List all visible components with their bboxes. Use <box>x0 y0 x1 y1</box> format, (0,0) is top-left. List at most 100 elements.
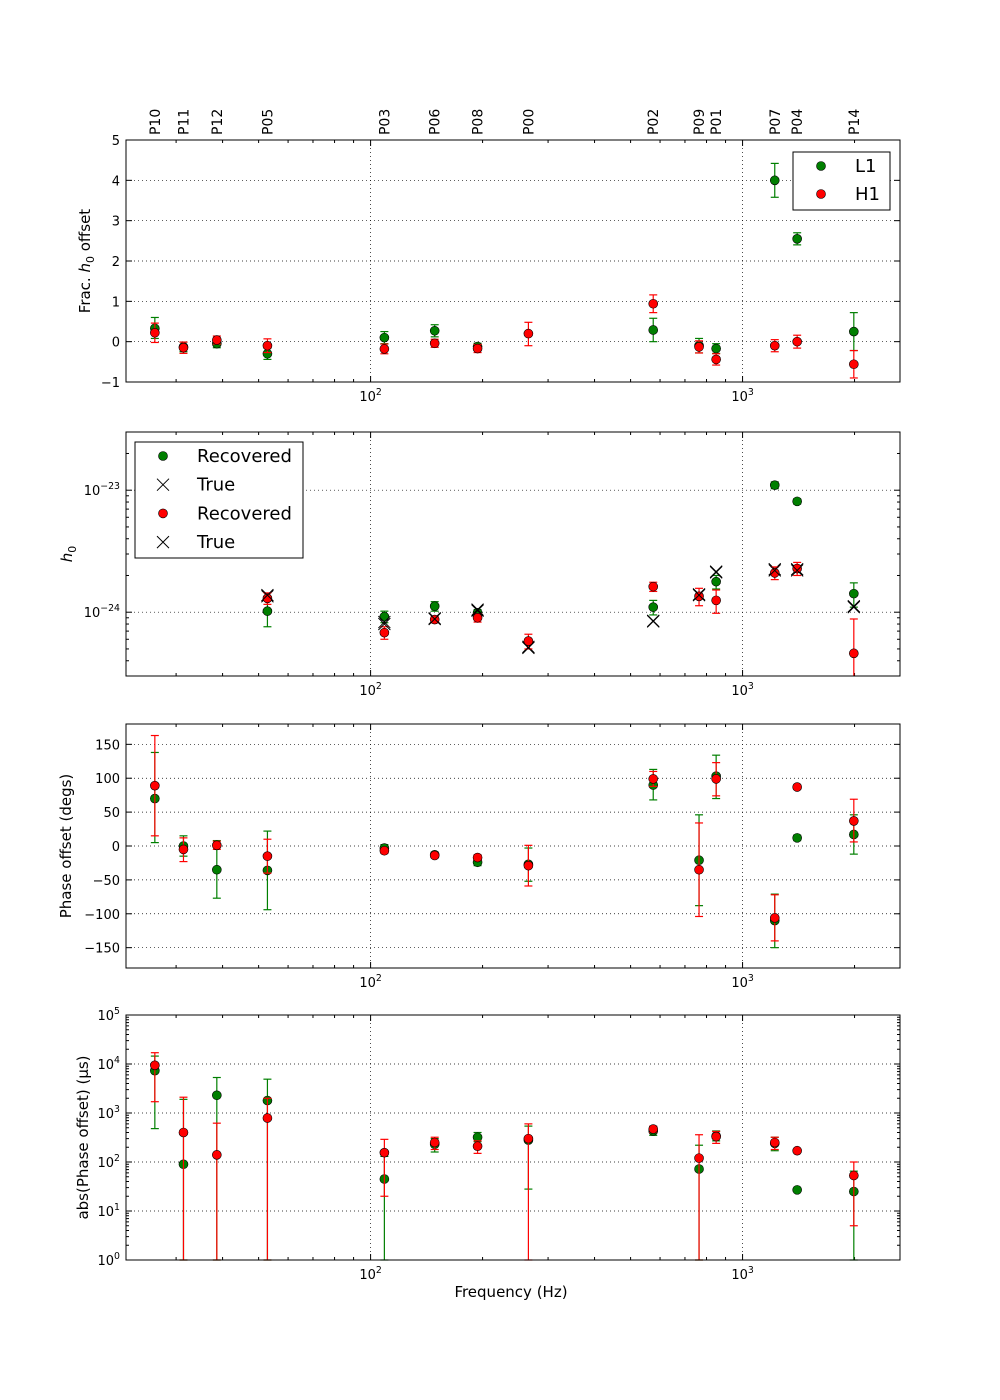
y-tick-label: 10−24 <box>84 603 120 621</box>
data-point-H1 <box>648 581 659 592</box>
data-point-H1 <box>262 851 273 861</box>
y-axis-label: h0 <box>58 546 79 563</box>
data-point-H1 <box>472 612 483 623</box>
data-point-L1 <box>792 496 802 507</box>
legend-marker <box>816 189 826 199</box>
pulsar-label-P01: P01 <box>709 109 725 135</box>
x-tick-label: 102 <box>359 973 382 991</box>
data-point-H1 <box>711 354 721 365</box>
data-point-H1 <box>212 1150 222 1160</box>
pulsar-label-P09: P09 <box>692 109 708 135</box>
y-axis-label: abs(Phase offset) (μs) <box>74 1055 92 1219</box>
data-point-H1true <box>790 564 804 577</box>
data-point-H1 <box>379 1147 390 1158</box>
data-point-H1 <box>849 648 859 659</box>
data-point-H1 <box>648 774 659 784</box>
data-point-H1 <box>150 780 160 791</box>
y-tick-label: 1 <box>112 295 120 310</box>
data-point-H1 <box>711 595 721 606</box>
data-point-H1 <box>262 340 273 351</box>
data-point-H1true <box>522 641 535 655</box>
pulsar-label-P11: P11 <box>176 109 192 135</box>
data-point-H1 <box>648 1124 659 1134</box>
y-tick-label: −50 <box>93 874 120 889</box>
series-H1 <box>150 294 859 379</box>
y-tick-label: 2 <box>112 255 120 270</box>
y-tick-label: 5 <box>112 134 120 149</box>
legend-marker <box>816 161 826 171</box>
x-axis-label: Frequency (Hz) <box>454 1283 567 1301</box>
data-point-L1 <box>849 326 859 337</box>
data-point-H1 <box>769 568 780 578</box>
data-point-H1 <box>178 1127 189 1138</box>
y-tick-label: 150 <box>95 738 120 753</box>
data-point-H1 <box>379 845 390 856</box>
y-tick-label: −150 <box>84 942 120 957</box>
data-point-L1 <box>711 576 721 587</box>
data-point-H1 <box>792 563 802 574</box>
y-tick-label: 0 <box>112 336 120 351</box>
chart-panel-4: 102 103 100 101 102 103 104 105 abs(Phase offset… <box>74 1006 901 1283</box>
data-point-H1 <box>262 1113 273 1123</box>
y-axis-label: Phase offset (degs) <box>57 774 75 919</box>
legend-marker <box>156 535 170 549</box>
data-point-H1 <box>212 840 222 851</box>
data-point-H1 <box>711 774 721 784</box>
data-point-H1 <box>429 850 440 861</box>
series-L1true <box>261 562 861 654</box>
data-point-H1 <box>792 782 802 792</box>
data-point-H1 <box>429 1137 440 1148</box>
legend-label: True <box>196 475 235 496</box>
data-point-L1 <box>262 606 273 616</box>
plot-frame <box>125 1014 901 1261</box>
y-tick-label: 105 <box>98 1006 121 1024</box>
legend-label: Recovered <box>197 503 292 524</box>
legend-box <box>134 441 304 559</box>
data-point-H1 <box>429 338 440 349</box>
data-point-H1 <box>648 298 659 309</box>
data-point-H1true <box>768 564 782 577</box>
data-point-H1 <box>849 359 859 370</box>
y-tick-label: 0 <box>112 840 120 855</box>
x-tick-label: 102 <box>359 681 382 699</box>
data-point-H1 <box>472 852 483 863</box>
data-point-L1 <box>769 175 780 186</box>
data-point-H1 <box>379 627 390 638</box>
series-H1 <box>150 734 859 942</box>
data-point-H1 <box>694 342 704 352</box>
data-point-L1true <box>709 565 723 579</box>
data-point-H1true <box>709 566 723 579</box>
pulsar-label-P06: P06 <box>428 109 444 135</box>
legend-label: H1 <box>855 184 880 205</box>
data-point-H1 <box>694 1153 704 1163</box>
data-point-L1 <box>792 234 802 244</box>
data-point-H1 <box>178 342 189 353</box>
chart-panel-3: 102 103 −150 −100 −50 0 50 100 150 Phase offset (… <box>57 723 901 991</box>
series-L1 <box>150 751 859 949</box>
y-tick-label: −1 <box>101 376 120 391</box>
data-point-L1 <box>792 833 802 843</box>
chart-panel-2: 102 10310−2410−23h0RecoveredTrueRecovered… <box>58 431 901 699</box>
series-H1 <box>150 1052 859 1261</box>
data-point-H1 <box>472 1141 483 1152</box>
pulsar-label-P14: P14 <box>847 109 863 135</box>
data-point-L1 <box>792 1185 802 1195</box>
y-tick-label: 101 <box>98 1202 121 1220</box>
data-point-H1true <box>471 604 484 617</box>
y-tick-label: 3 <box>112 215 120 230</box>
y-tick-label: 50 <box>103 806 120 821</box>
y-tick-label: 103 <box>98 1104 121 1122</box>
y-axis-label: Frac. h0 offset <box>76 209 97 314</box>
legend: Recovered True Recovered True <box>134 441 304 559</box>
pulsar-label-P08: P08 <box>471 109 487 135</box>
data-point-L1true <box>847 599 861 613</box>
series-L1 <box>150 162 859 361</box>
data-point-H1 <box>212 335 222 345</box>
data-point-L1 <box>849 588 859 599</box>
data-point-H1 <box>523 1133 534 1144</box>
x-tick-label: 103 <box>731 387 754 405</box>
legend-marker <box>158 508 168 519</box>
data-point-H1 <box>769 913 780 923</box>
series-L1 <box>150 1055 859 1261</box>
